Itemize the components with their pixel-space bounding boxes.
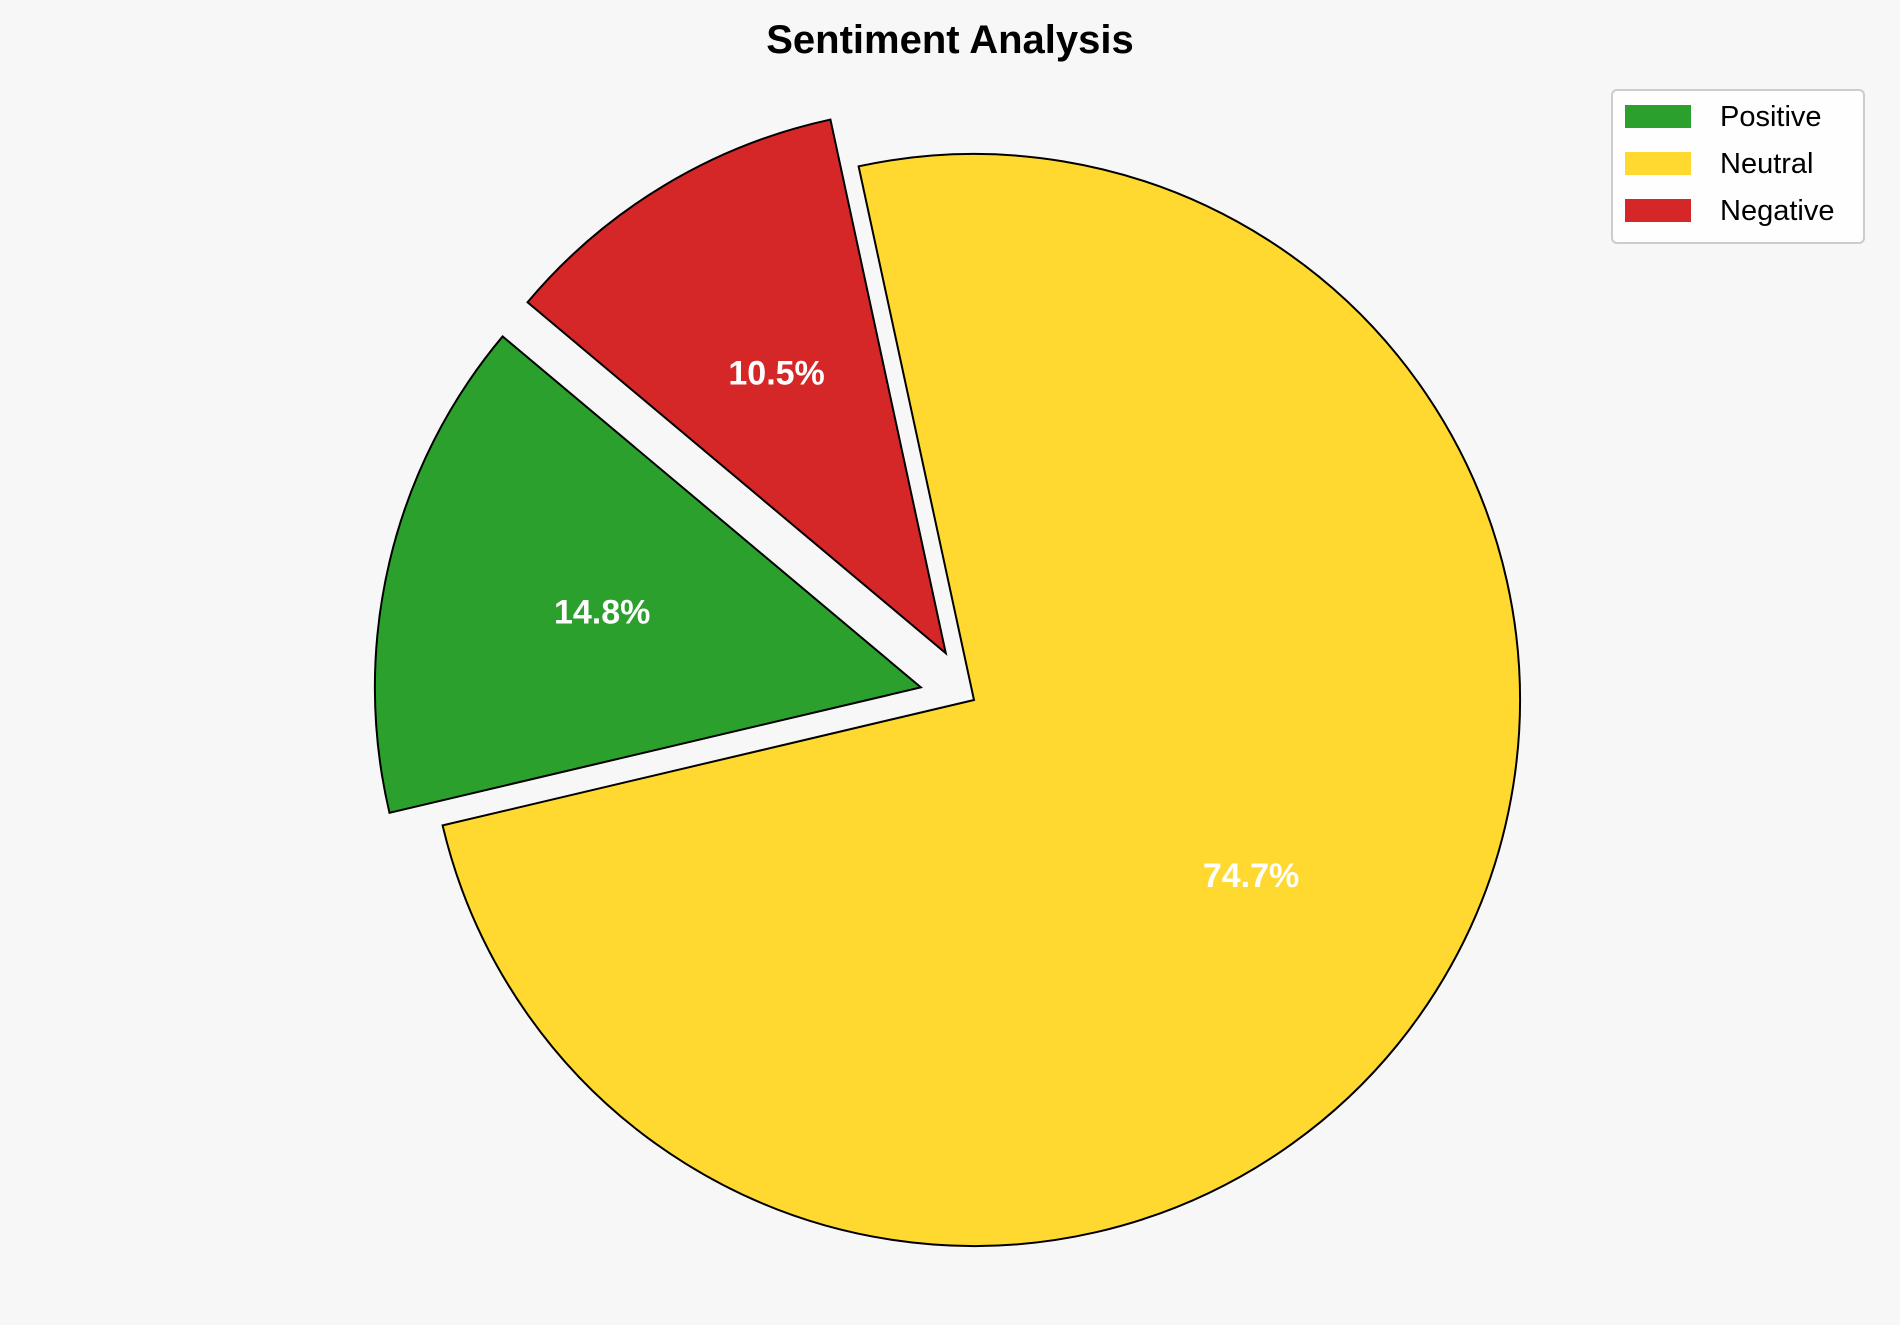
- pie-slice-negative: [526, 118, 948, 656]
- legend-label-positive: Positive: [1720, 101, 1822, 133]
- slice-label-neutral: 74.7%: [1203, 857, 1299, 895]
- pie-slice-neutral: [441, 153, 1521, 1247]
- legend-label-negative: Negative: [1720, 195, 1834, 227]
- slice-label-positive: 14.8%: [554, 594, 650, 632]
- legend-swatch-positive: [1625, 105, 1691, 128]
- slice-label-negative: 10.5%: [728, 355, 824, 393]
- legend-label-neutral: Neutral: [1720, 148, 1814, 180]
- pie-slice-positive: [373, 335, 924, 815]
- legend-swatch-negative: [1625, 199, 1691, 222]
- legend-swatch-neutral: [1625, 152, 1691, 175]
- legend: Positive Neutral Negative: [1611, 89, 1865, 244]
- chart-title: Sentiment Analysis: [766, 18, 1134, 62]
